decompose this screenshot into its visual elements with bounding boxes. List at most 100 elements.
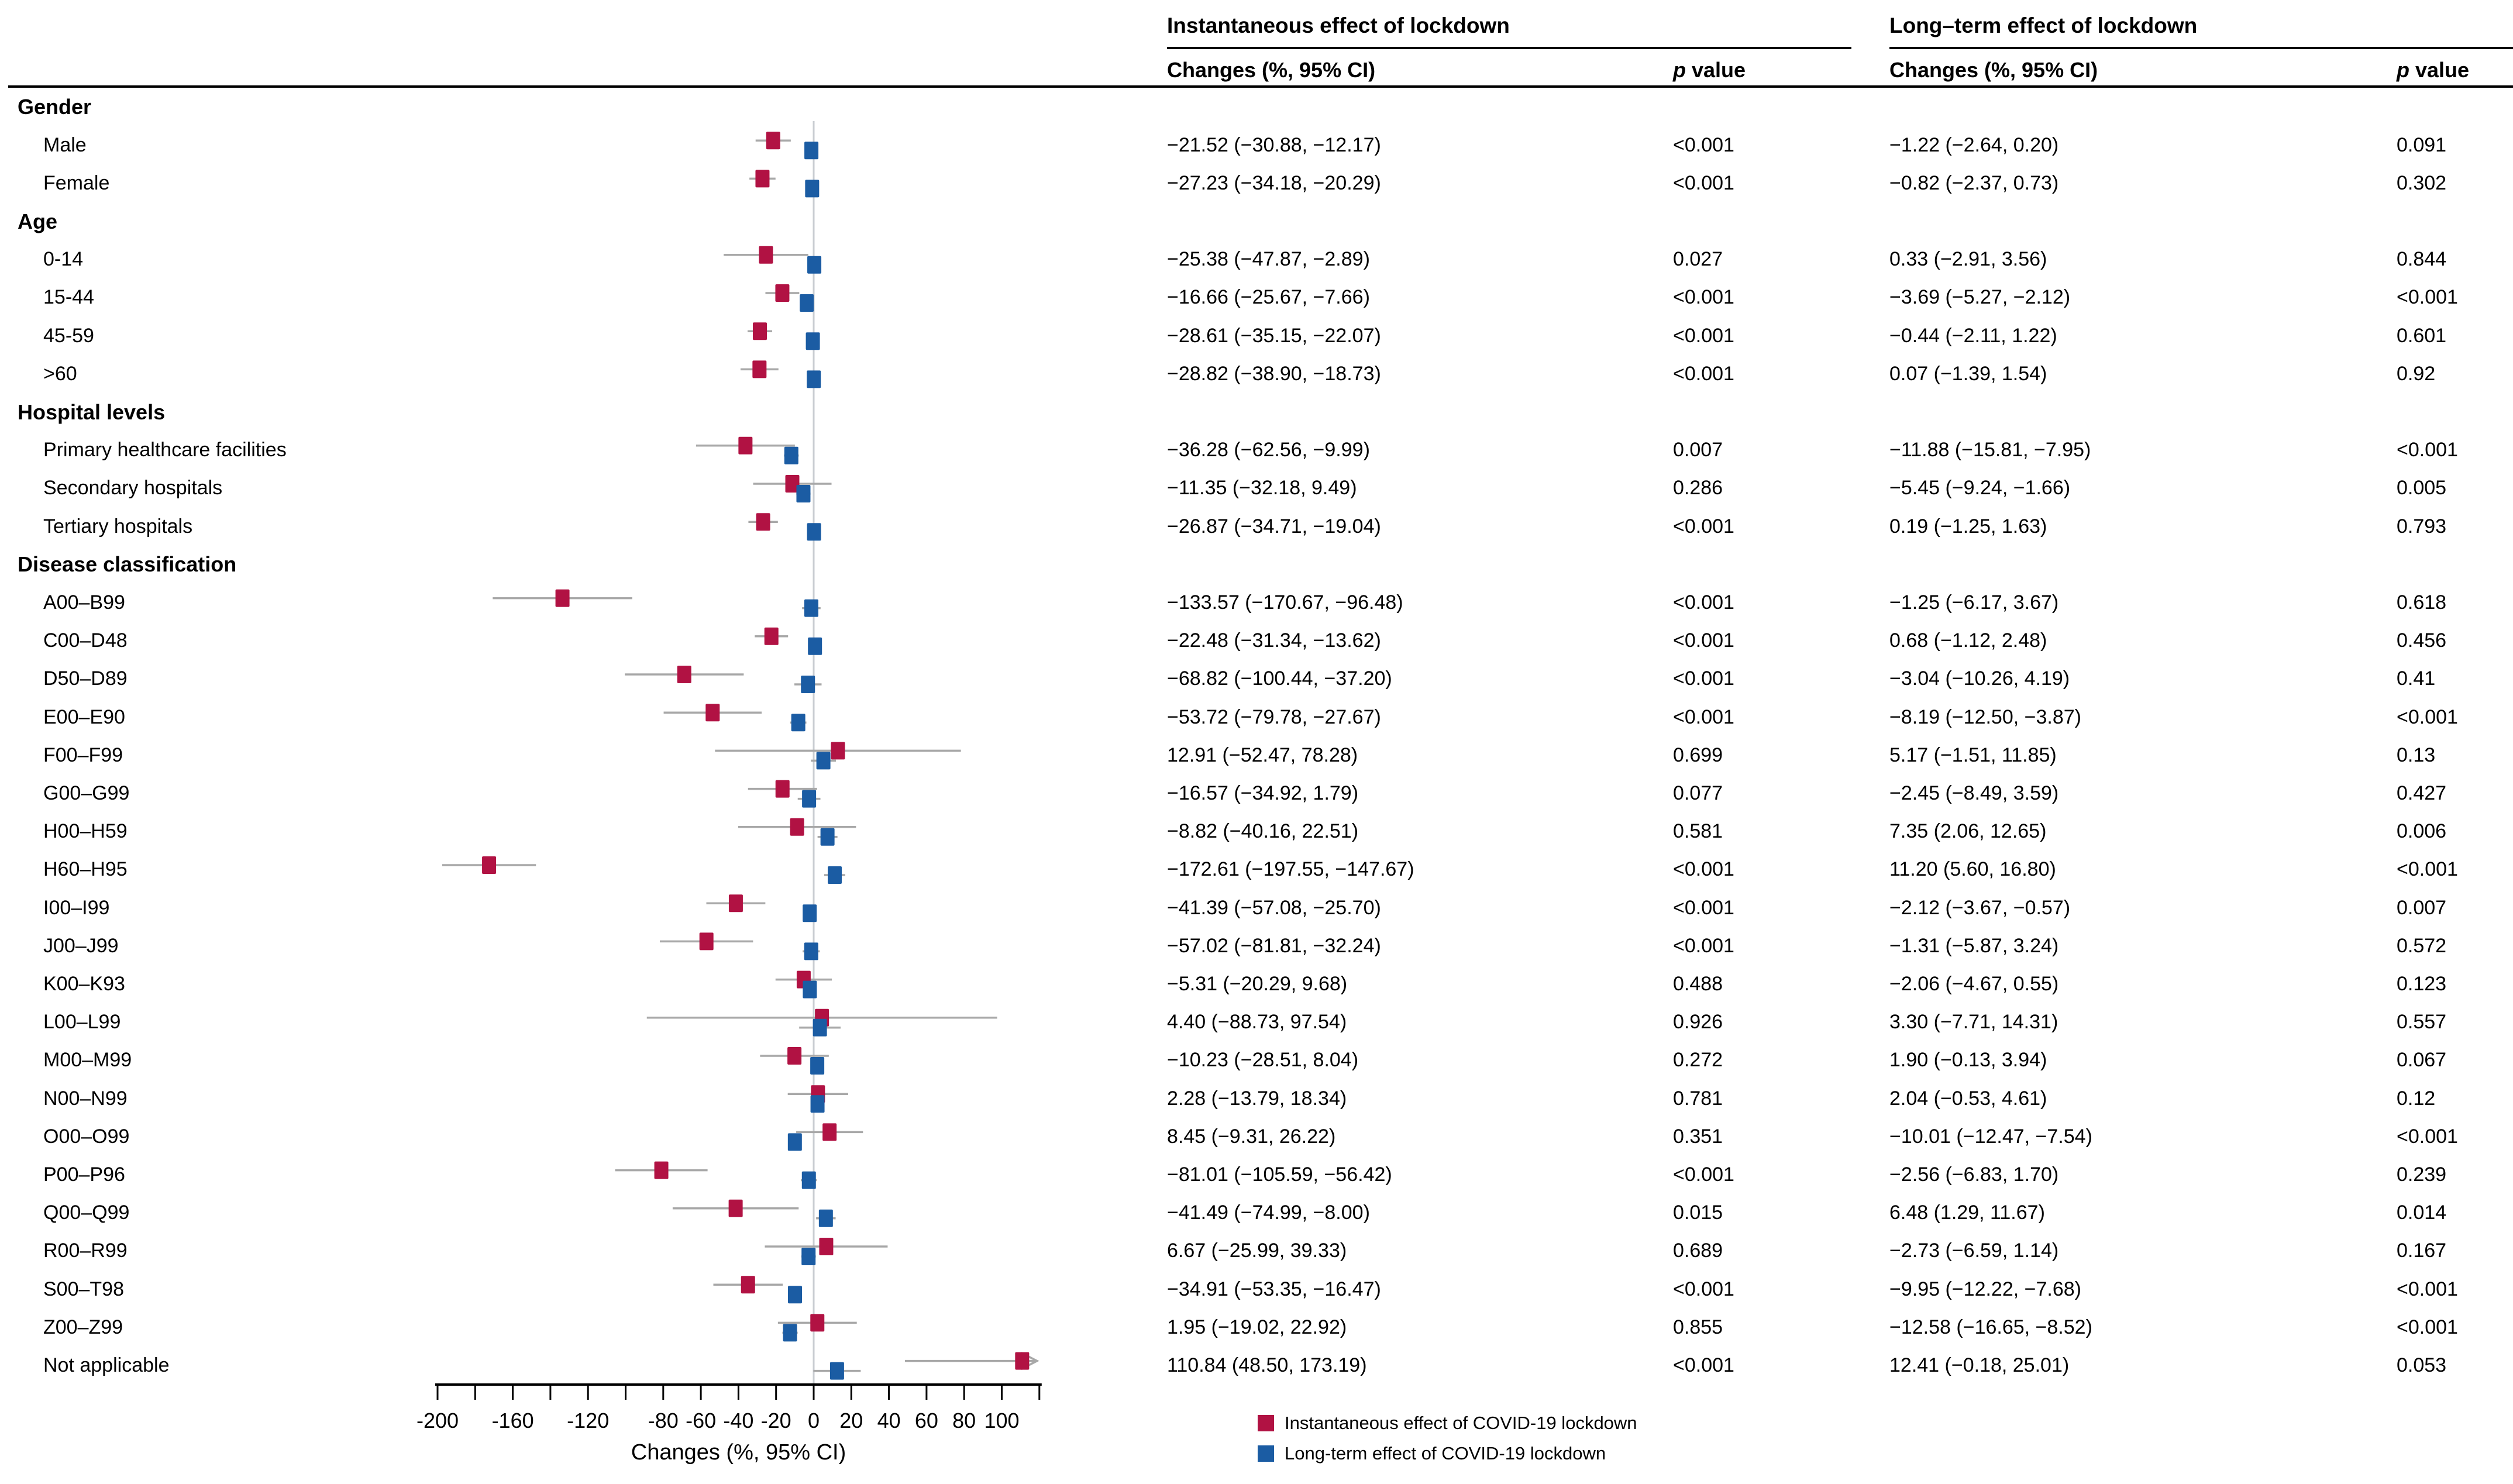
p-rest: value: [1686, 58, 1746, 82]
instantaneous-change-value: −133.57 (−170.67, −96.48): [1167, 591, 1403, 614]
row-label: A00–B99: [43, 591, 125, 614]
data-row: 15-44 −16.66 (−25.67, −7.66) <0.001 −3.69 (…: [0, 278, 2513, 316]
row-label: O00–O99: [43, 1125, 130, 1148]
long-term-change-value: 2.04 (−0.53, 4.61): [1889, 1087, 2047, 1110]
instantaneous-p-value: <0.001: [1673, 286, 1734, 309]
section-header: Gender: [18, 94, 92, 119]
instantaneous-p-value: <0.001: [1673, 934, 1734, 957]
data-row: >60 −28.82 (−38.90, −18.73) <0.001 0.07 (−1…: [0, 355, 2513, 393]
header-rule-instantaneous: [1167, 47, 1851, 49]
data-row: R00–R99 6.67 (−25.99, 39.33) 0.689 −2.73 (−…: [0, 1232, 2513, 1270]
long-term-p-value: <0.001: [2397, 1316, 2458, 1338]
column-header-pvalue-instantaneous: p value: [1673, 55, 1746, 85]
p-italic: p: [2397, 58, 2409, 82]
long-term-p-value: 0.793: [2397, 515, 2447, 538]
marker-long-term: [801, 1171, 816, 1189]
marker-long-term: [800, 294, 814, 312]
marker-instantaneous: [822, 1123, 837, 1141]
long-term-p-value: 0.601: [2397, 324, 2447, 347]
instantaneous-change-value: −28.82 (−38.90, −18.73): [1167, 362, 1381, 385]
long-term-p-value: 0.239: [2397, 1163, 2447, 1186]
long-term-change-value: −2.06 (−4.67, 0.55): [1889, 973, 2059, 996]
marker-long-term: [801, 676, 815, 693]
x-axis-tick-label: 0: [807, 1409, 820, 1433]
long-term-p-value: 0.12: [2397, 1087, 2436, 1110]
instantaneous-change-value: −10.23 (−28.51, 8.04): [1167, 1049, 1359, 1072]
long-term-p-value: 0.014: [2397, 1201, 2447, 1224]
instantaneous-change-value: 4.40 (−88.73, 97.54): [1167, 1011, 1347, 1034]
instantaneous-p-value: 0.077: [1673, 782, 1723, 805]
marker-long-term: [816, 752, 831, 770]
row-label: S00–T98: [43, 1278, 124, 1300]
marker-long-term: [801, 1248, 816, 1265]
data-row: L00–L99 4.40 (−88.73, 97.54) 0.926 3.30 (−7…: [0, 1003, 2513, 1041]
instantaneous-p-value: <0.001: [1673, 171, 1734, 194]
long-term-change-value: −8.19 (−12.50, −3.87): [1889, 705, 2081, 728]
instantaneous-p-value: <0.001: [1673, 858, 1734, 881]
data-row: Q00–Q99 −41.49 (−74.99, −8.00) 0.015 6.48 (…: [0, 1194, 2513, 1232]
section-header: Hospital levels: [18, 400, 166, 424]
instantaneous-p-value: <0.001: [1673, 591, 1734, 614]
long-term-change-value: −3.69 (−5.27, −2.12): [1889, 286, 2071, 309]
marker-instantaneous: [482, 856, 497, 874]
long-term-change-value: −5.45 (−9.24, −1.66): [1889, 477, 2071, 500]
long-term-change-value: −2.12 (−3.67, −0.57): [1889, 896, 2071, 919]
long-term-p-value: 0.007: [2397, 896, 2447, 919]
row-label: Tertiary hospitals: [43, 515, 193, 538]
marker-long-term: [810, 1095, 825, 1113]
row-label: N00–N99: [43, 1087, 128, 1110]
marker-long-term: [808, 637, 822, 655]
marker-instantaneous: [738, 436, 753, 455]
long-term-change-value: 5.17 (−1.51, 11.85): [1889, 743, 2057, 766]
data-row: Tertiary hospitals −26.87 (−34.71, −19.04…: [0, 508, 2513, 546]
marker-instantaneous: [775, 780, 790, 798]
long-term-change-value: 12.41 (−0.18, 25.01): [1889, 1354, 2070, 1377]
data-row: S00–T98 −34.91 (−53.35, −16.47) <0.001 −9.9…: [0, 1270, 2513, 1309]
marker-instantaneous: [775, 284, 790, 302]
instantaneous-change-value: −53.72 (−79.78, −27.67): [1167, 705, 1381, 728]
long-term-change-value: 0.19 (−1.25, 1.63): [1889, 515, 2047, 538]
row-label: 15-44: [43, 286, 94, 309]
long-term-p-value: <0.001: [2397, 1278, 2458, 1300]
instantaneous-p-value: 0.272: [1673, 1049, 1723, 1072]
instantaneous-change-value: −36.28 (−62.56, −9.99): [1167, 439, 1370, 462]
row-label: 0-14: [43, 248, 84, 271]
instantaneous-p-value: 0.689: [1673, 1239, 1723, 1262]
long-term-p-value: <0.001: [2397, 1125, 2458, 1148]
long-term-p-value: 0.13: [2397, 743, 2436, 766]
section-row: Gender: [0, 88, 2513, 126]
column-header-changes-instantaneous: Changes (%, 95% CI): [1167, 58, 1376, 82]
p-rest: value: [2409, 58, 2470, 82]
row-label: P00–P96: [43, 1163, 125, 1186]
data-row: Female −27.23 (−34.18, −20.29) <0.001 −0.82…: [0, 164, 2513, 202]
long-term-change-value: 0.68 (−1.12, 2.48): [1889, 629, 2047, 652]
legend-label: Instantaneous effect of COVID-19 lockdow…: [1285, 1413, 1637, 1433]
data-row: 0-14 −25.38 (−47.87, −2.89) 0.027 0.33 (−2.…: [0, 240, 2513, 278]
row-label: Z00–Z99: [43, 1316, 123, 1338]
instantaneous-change-value: 2.28 (−13.79, 18.34): [1167, 1087, 1347, 1110]
marker-instantaneous: [654, 1161, 669, 1179]
x-axis-tick-label: -80: [648, 1409, 679, 1433]
marker-instantaneous: [766, 132, 780, 150]
marker-instantaneous: [728, 894, 743, 913]
row-label: Primary healthcare facilities: [43, 439, 287, 462]
marker-instantaneous: [764, 627, 779, 645]
instantaneous-change-value: −27.23 (−34.18, −20.29): [1167, 171, 1381, 194]
long-term-change-value: 1.90 (−0.13, 3.94): [1889, 1049, 2047, 1072]
marker-long-term: [804, 599, 818, 617]
long-term-p-value: 0.006: [2397, 820, 2447, 843]
row-label: C00–D48: [43, 629, 128, 652]
row-label: >60: [43, 362, 77, 385]
marker-instantaneous: [756, 513, 770, 531]
instantaneous-p-value: <0.001: [1673, 1278, 1734, 1300]
instantaneous-change-value: −57.02 (−81.81, −32.24): [1167, 934, 1381, 957]
row-label: Not applicable: [43, 1354, 170, 1377]
marker-instantaneous: [787, 1047, 802, 1065]
long-term-p-value: 0.844: [2397, 248, 2447, 271]
long-term-change-value: −9.95 (−12.22, −7.68): [1889, 1278, 2081, 1300]
instantaneous-p-value: 0.781: [1673, 1087, 1723, 1110]
long-term-p-value: 0.005: [2397, 477, 2447, 500]
marker-long-term: [810, 1057, 825, 1075]
instantaneous-change-value: −28.61 (−35.15, −22.07): [1167, 324, 1381, 347]
long-term-change-value: 11.20 (5.60, 16.80): [1889, 858, 2056, 881]
